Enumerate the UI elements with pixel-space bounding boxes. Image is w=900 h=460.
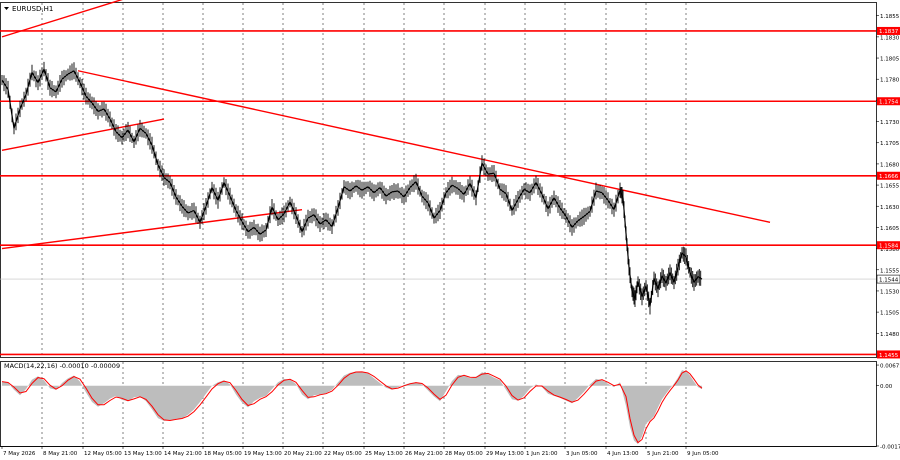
macd-tick-label: 0.00: [880, 384, 893, 390]
time-tick-label: 9 Jun 05:00: [687, 451, 719, 457]
price-tick-label: 1.1630: [880, 205, 900, 211]
trend-line[interactable]: [1, 118, 165, 152]
level-price-tag: [877, 350, 900, 359]
price-tick-label: 1.1830: [880, 35, 900, 41]
level-price-label: 1.1837: [879, 29, 899, 35]
current-price-label: 1.1544: [879, 277, 899, 283]
macd-tick-label: -0.00178: [880, 445, 900, 451]
time-tick-label: 3 Jun 05:00: [566, 451, 598, 457]
macd-tick-label: 0.00671: [880, 364, 900, 370]
time-axis[interactable]: 7 May 2026 8 May 21:00 12 May 05:00 13 May …: [0, 446, 876, 457]
symbol-label: EURUSD,H1: [12, 5, 53, 13]
time-tick-label: 1 Jun 21:00: [526, 451, 558, 457]
time-tick-label: 13 May 13:00: [124, 451, 162, 457]
time-tick-label: 5 Jun 21:00: [647, 451, 679, 457]
time-tick-label: 19 May 13:00: [244, 451, 282, 457]
trend-line[interactable]: [1, 0, 160, 38]
price-pane-border: [0, 2, 877, 358]
time-tick-label: 20 May 21:00: [284, 451, 322, 457]
price-tick-label: 1.1780: [880, 78, 900, 84]
time-tick-label: 18 May 05:00: [204, 451, 242, 457]
price-tick-label: 1.1605: [880, 226, 900, 232]
level-price-label: 1.1754: [879, 100, 899, 106]
price-tick-label: 1.1730: [880, 120, 900, 126]
time-tick-label: 8 May 21:00: [43, 451, 78, 457]
price-tick-label: 1.1580: [880, 247, 900, 253]
price-tick-label: 1.1530: [880, 289, 900, 295]
time-tick-label: 29 May 13:00: [486, 451, 524, 457]
price-tick-label: 1.1555: [880, 268, 900, 274]
price-tick-label: 1.1505: [880, 311, 900, 317]
time-tick-label: 22 May 05:00: [324, 451, 362, 457]
time-tick-label: 7 May 2026: [3, 451, 36, 457]
time-tick-label: 26 May 21:00: [405, 451, 443, 457]
price-tick-label: 1.1855: [880, 14, 900, 20]
level-price-tag: [877, 241, 900, 250]
price-tick-label: 1.1480: [880, 332, 900, 338]
price-tick-label: 1.1805: [880, 57, 900, 63]
level-price-label: 1.1584: [879, 244, 899, 250]
level-price-label: 1.1666: [879, 174, 899, 180]
time-tick-label: 4 Jun 13:00: [607, 451, 639, 457]
time-tick-label: 25 May 13:00: [365, 451, 403, 457]
level-price-tag: [877, 97, 900, 106]
time-tick-label: 14 May 21:00: [164, 451, 202, 457]
price-tick-label: 1.1705: [880, 141, 900, 147]
time-tick-label: 28 May 05:00: [445, 451, 483, 457]
price-axis[interactable]: 1.18551.18301.18051.17801.17551.17301.17…: [876, 14, 900, 451]
price-tick-label: 1.1680: [880, 162, 900, 168]
macd-signal-line: [1, 370, 703, 444]
macd-histogram: [2, 370, 702, 444]
level-price-tag: [877, 26, 900, 35]
price-series-line: [1, 68, 703, 307]
symbol-header: EURUSD,H1: [4, 5, 53, 13]
price-tick-label: 1.1655: [880, 184, 900, 190]
price-pane[interactable]: [0, 0, 877, 358]
macd-label: MACD(14,22,16) -0.00010 -0.00009: [4, 362, 120, 370]
trend-line[interactable]: [77, 70, 771, 224]
chart-menu-triangle-icon[interactable]: [4, 7, 9, 10]
trend-line[interactable]: [1, 208, 303, 250]
time-tick-label: 12 May 05:00: [84, 451, 122, 457]
current-price-tag: [876, 274, 900, 284]
level-price-label: 1.1455: [879, 353, 899, 359]
vertical-grid: [41, 3, 687, 446]
level-price-tag: [877, 171, 900, 180]
